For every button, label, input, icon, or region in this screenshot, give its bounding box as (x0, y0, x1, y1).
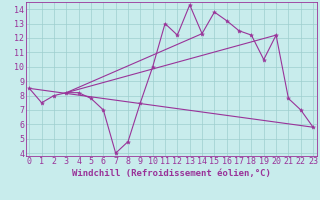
X-axis label: Windchill (Refroidissement éolien,°C): Windchill (Refroidissement éolien,°C) (72, 169, 271, 178)
